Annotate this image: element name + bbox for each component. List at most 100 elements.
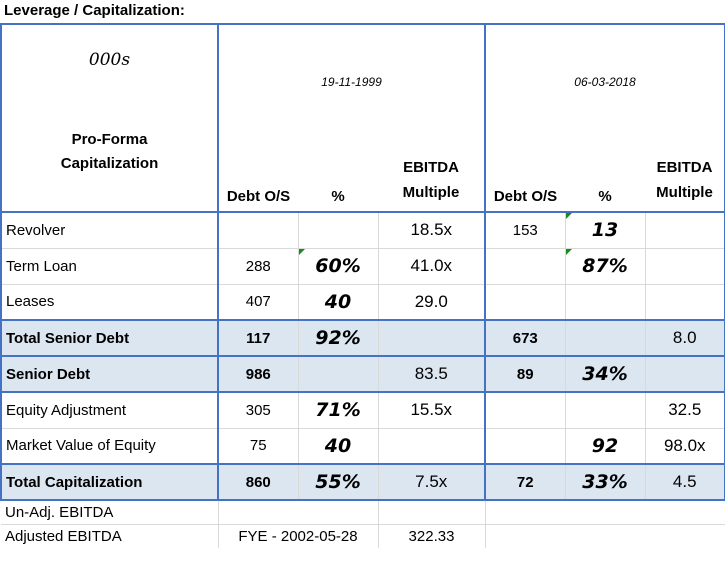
cell-debt-2[interactable]	[484, 283, 565, 321]
cell-debt-2[interactable]: 673	[484, 320, 565, 357]
cell-value: 92	[591, 434, 619, 457]
cell-multiple-1[interactable]: 41.0x	[377, 247, 485, 284]
empty-cell[interactable]	[645, 500, 725, 524]
empty-cell[interactable]	[218, 500, 298, 524]
cell-value: 29.0	[414, 291, 448, 311]
unadj-label-cell[interactable]: Un-Adj. EBITDA	[1, 500, 219, 524]
ebitda-header-line1-a: EBITDA	[403, 159, 459, 176]
cell-debt-1[interactable]: 288	[217, 247, 298, 284]
cell-pct-2[interactable]: 34%	[564, 356, 645, 393]
cell-multiple-2[interactable]: 98.0x	[644, 427, 725, 465]
cell-multiple-2[interactable]: 32.5	[644, 392, 725, 428]
row-label: Leases	[6, 293, 55, 311]
units-cell[interactable]: 000s	[0, 23, 218, 94]
cell-value: 41.0x	[410, 256, 453, 275]
row-label-cell[interactable]: Senior Debt	[0, 356, 218, 393]
cell-debt-2[interactable]	[484, 247, 565, 284]
cell-multiple-1[interactable]: 29.0	[377, 283, 485, 321]
cell-debt-2[interactable]	[484, 427, 565, 465]
cell-value: 673	[512, 329, 538, 347]
cell-pct-2[interactable]: 92	[564, 427, 645, 465]
cell-debt-2[interactable]	[484, 392, 565, 428]
table-row-total: Total Senior Debt 117 92% 673 8.0	[0, 320, 725, 357]
cell-multiple-2[interactable]: 8.0	[644, 320, 725, 357]
cell-debt-1[interactable]: 305	[217, 392, 298, 428]
sheet-title: Leverage / Capitalization:	[4, 2, 185, 19]
cell-value: 288	[245, 257, 271, 275]
cell-debt-1[interactable]: 860	[217, 464, 298, 501]
cell-value: 13	[591, 219, 619, 242]
cell-multiple-1[interactable]	[377, 320, 485, 357]
cell-pct-2[interactable]	[564, 320, 645, 357]
row-label-cell[interactable]: Total Senior Debt	[0, 320, 218, 357]
cell-value: 860	[245, 473, 271, 491]
row-label-cell[interactable]: Total Capitalization	[0, 464, 218, 501]
cell-pct-1[interactable]: 40	[297, 283, 378, 321]
cell-multiple-1[interactable]: 83.5	[377, 356, 485, 393]
row-label-cell[interactable]: Equity Adjustment	[0, 392, 218, 428]
col-header-debt-1[interactable]: Debt O/S	[217, 94, 298, 213]
empty-cell[interactable]	[645, 523, 725, 548]
empty-cell[interactable]	[485, 500, 565, 524]
cell-pct-1[interactable]: 92%	[297, 320, 378, 357]
cell-multiple-2[interactable]	[644, 356, 725, 393]
empty-cell[interactable]	[378, 500, 486, 524]
row-label-cell[interactable]: Market Value of Equity	[0, 427, 218, 465]
cell-multiple-2[interactable]: 4.5	[644, 464, 725, 501]
cell-pct-1[interactable]: 55%	[297, 464, 378, 501]
col-header-ebitda-2[interactable]: EBITDA Multiple	[645, 94, 725, 213]
footer-row: Un-Adj. EBITDA	[1, 500, 725, 524]
section-header-cell[interactable]: Pro-Forma Capitalization	[0, 94, 218, 213]
cell-debt-1[interactable]: 986	[217, 356, 298, 393]
cell-pct-1[interactable]: 60%	[297, 247, 378, 284]
cell-multiple-2[interactable]	[644, 212, 725, 248]
col-header-pct-2[interactable]: %	[565, 94, 645, 213]
debt-header-label-2: Debt O/S	[493, 188, 558, 205]
cell-value: 89	[516, 365, 534, 383]
row-label: Revolver	[6, 221, 66, 239]
row-label-cell[interactable]: Term Loan	[0, 247, 218, 284]
date-cell-2[interactable]: 06-03-2018	[484, 23, 725, 94]
cell-pct-1[interactable]	[297, 356, 378, 393]
empty-cell[interactable]	[298, 500, 379, 524]
adj-value-cell[interactable]: 322.33	[378, 523, 486, 548]
cell-value: 87%	[582, 255, 628, 277]
empty-cell[interactable]	[485, 523, 565, 548]
cell-value: 75	[249, 437, 267, 455]
cell-value: 407	[245, 293, 271, 311]
fye-cell[interactable]: FYE - 2002-05-28	[218, 523, 379, 548]
cell-pct-2[interactable]: 33%	[564, 464, 645, 501]
cell-debt-2[interactable]: 153	[484, 212, 565, 248]
row-label-cell[interactable]: Revolver	[0, 212, 218, 248]
cell-debt-1[interactable]	[217, 212, 298, 248]
table-row: Revolver 18.5x 153 13	[0, 212, 725, 248]
date-cell-1[interactable]: 19-11-1999	[217, 23, 485, 94]
cell-multiple-2[interactable]	[644, 247, 725, 284]
cell-multiple-1[interactable]: 7.5x	[377, 464, 485, 501]
cell-multiple-1[interactable]: 18.5x	[377, 212, 485, 248]
cell-pct-2[interactable]	[564, 392, 645, 428]
cell-multiple-2[interactable]	[644, 283, 725, 321]
row-label-cell[interactable]: Leases	[0, 283, 218, 321]
empty-cell[interactable]	[565, 500, 645, 524]
cell-pct-2[interactable]: 87%	[564, 247, 645, 284]
adj-label-cell[interactable]: Adjusted EBITDA	[1, 523, 219, 548]
col-header-ebitda-1[interactable]: EBITDA Multiple	[378, 94, 485, 213]
cell-debt-2[interactable]: 72	[484, 464, 565, 501]
cell-debt-1[interactable]: 407	[217, 283, 298, 321]
cell-pct-2[interactable]: 13	[564, 212, 645, 248]
empty-cell[interactable]	[565, 523, 645, 548]
cell-pct-2[interactable]	[564, 283, 645, 321]
cell-multiple-1[interactable]: 15.5x	[377, 392, 485, 428]
cell-multiple-1[interactable]	[377, 427, 485, 465]
cell-pct-1[interactable]	[297, 212, 378, 248]
pct-header-label-1: %	[331, 188, 345, 205]
cell-debt-2[interactable]: 89	[484, 356, 565, 393]
cell-debt-1[interactable]: 117	[217, 320, 298, 357]
cell-debt-1[interactable]: 75	[217, 427, 298, 465]
col-header-pct-1[interactable]: %	[298, 94, 378, 213]
cell-pct-1[interactable]: 71%	[297, 392, 378, 428]
cell-pct-1[interactable]: 40	[297, 427, 378, 465]
section-header: Pro-Forma Capitalization	[60, 131, 159, 172]
col-header-debt-2[interactable]: Debt O/S	[484, 94, 565, 213]
